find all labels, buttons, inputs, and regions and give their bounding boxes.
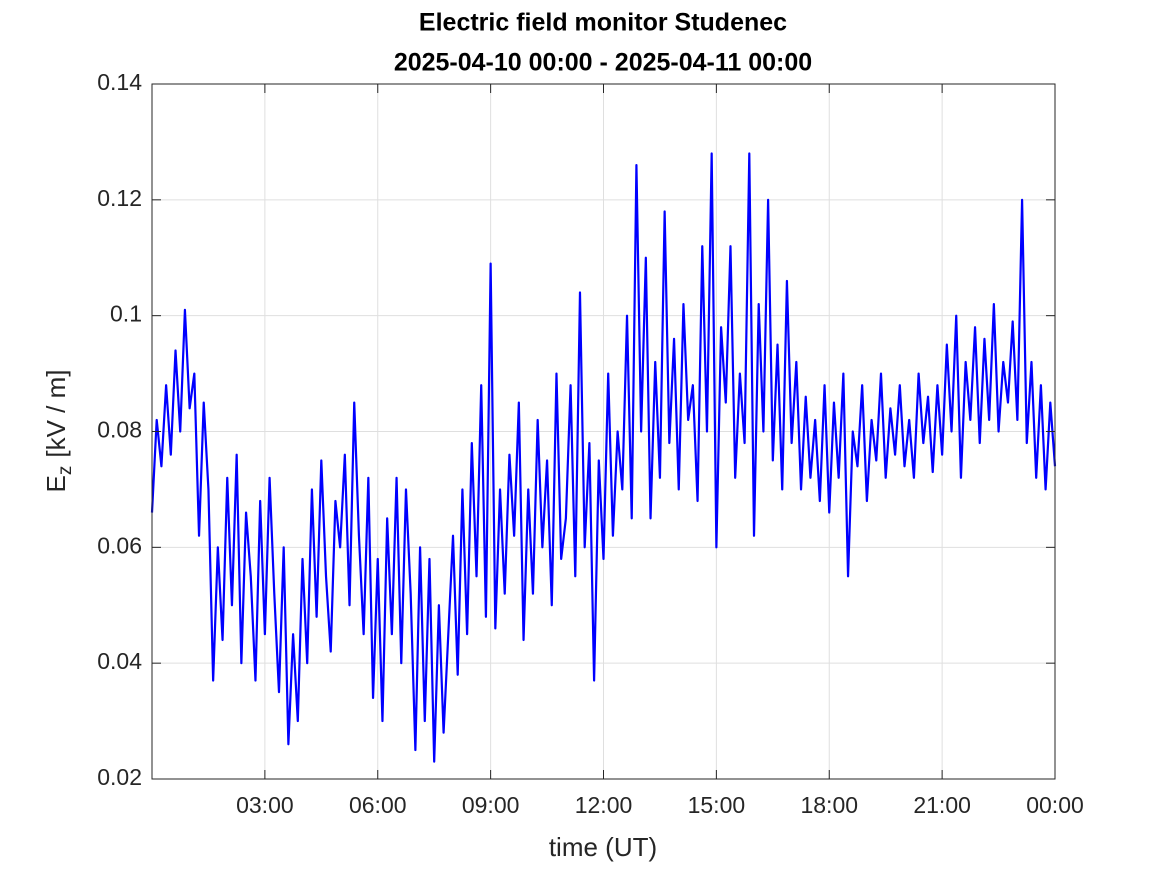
y-tick-label: 0.14 [97,69,142,95]
y-tick-label: 0.02 [97,764,142,790]
x-tick-label: 18:00 [800,792,858,818]
data-layer [150,152,1057,763]
data-line [150,152,1057,763]
x-tick-label: 15:00 [688,792,746,818]
y-label-subscript: z [55,466,76,476]
y-label-unit: [kV / m] [41,370,71,458]
x-axis-label: time (UT) [549,832,657,862]
x-tick-label: 06:00 [349,792,407,818]
x-tick-label: 21:00 [913,792,971,818]
chart-title: Electric field monitor Studenec [419,9,787,37]
y-tick-label: 0.04 [97,648,142,674]
labels: 0.02 0.04 0.06 0.08 0.1 0.12 0.14 03:00 06:00 09:… [97,69,1084,818]
y-tick-label: 0.08 [97,417,142,443]
x-tick-label: 09:00 [462,792,520,818]
x-tick-label: 03:00 [236,792,294,818]
y-label-symbol: E [41,475,71,492]
chart-subtitle: 2025-04-10 00:00 - 2025-04-11 00:00 [394,49,812,77]
y-tick-label: 0.12 [97,185,142,211]
y-tick-label: 0.1 [110,301,142,327]
y-axis-label: Ez [kV / m] [41,370,76,493]
y-tick-label: 0.06 [97,532,142,558]
x-tick-label: 00:00 [1026,792,1084,818]
x-tick-label: 12:00 [575,792,633,818]
